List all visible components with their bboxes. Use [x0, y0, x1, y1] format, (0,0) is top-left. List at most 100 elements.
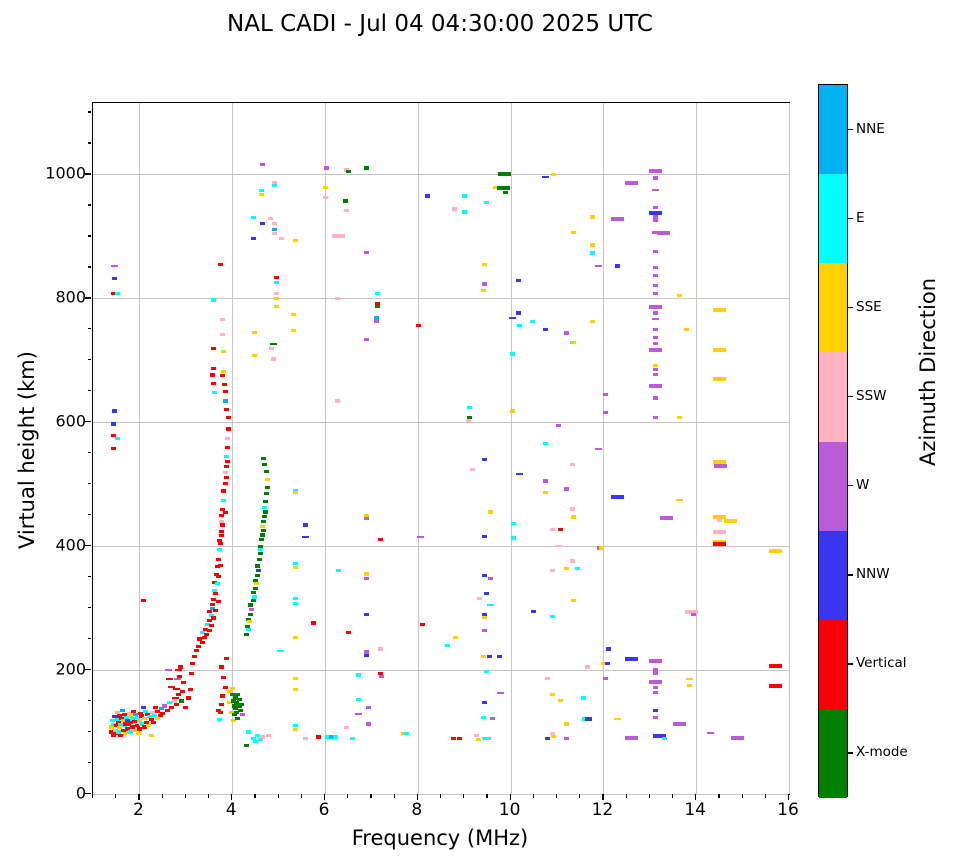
echo-point-V	[143, 720, 149, 724]
echo-point-NNW	[605, 647, 611, 651]
echo-point-E	[116, 730, 122, 734]
echo-point-V	[215, 600, 221, 604]
echo-point-SSW	[272, 222, 278, 226]
gridline-x	[696, 103, 698, 794]
echo-point-V	[191, 654, 197, 658]
echo-point-X	[232, 704, 238, 708]
echo-point-SSE	[364, 514, 370, 518]
y-minor-tick	[87, 638, 91, 640]
y-minor-tick	[87, 204, 91, 206]
echo-point-E	[118, 722, 124, 727]
echo-point-V	[140, 599, 146, 603]
echo-point-V	[172, 696, 180, 699]
echo-point-V	[221, 382, 227, 386]
echo-point-W	[260, 162, 266, 166]
x-major-tick	[138, 794, 140, 800]
echo-point-W	[563, 736, 569, 740]
echo-point-SSE	[613, 718, 621, 720]
echo-point-V	[273, 275, 279, 279]
echo-point-W	[595, 264, 603, 267]
x-axis-label: Frequency (MHz)	[351, 826, 529, 850]
echo-point-E	[139, 722, 145, 726]
echo-point-SSE	[481, 288, 487, 292]
echo-point-E	[250, 216, 256, 220]
x-minor-tick	[672, 794, 674, 798]
echo-point-V	[218, 710, 224, 714]
echo-point-SSW	[344, 209, 350, 213]
echo-point-V	[416, 323, 422, 328]
x-major-tick	[416, 794, 419, 800]
echo-point-SSW	[716, 518, 722, 522]
y-minor-tick	[87, 762, 91, 764]
echo-point-W	[652, 318, 660, 321]
echo-point-NNW	[652, 734, 666, 739]
echo-point-V	[188, 671, 194, 675]
echo-point-V	[118, 733, 124, 737]
y-minor-tick	[87, 359, 91, 361]
gridline-x	[139, 103, 141, 794]
x-minor-tick	[486, 794, 488, 798]
echo-point-V	[196, 644, 202, 649]
echo-point-SSE	[154, 716, 160, 720]
echo-point-SSE	[598, 546, 604, 550]
echo-point-SSE	[558, 698, 564, 702]
echo-point-V	[219, 702, 225, 706]
echo-point-W	[653, 266, 659, 270]
echo-point-SSE	[571, 340, 577, 344]
echo-point-X	[343, 199, 349, 203]
echo-point-NNE	[210, 607, 216, 611]
echo-point-X	[248, 612, 254, 616]
echo-point-W	[603, 676, 609, 680]
echo-point-E	[277, 649, 285, 652]
echo-point-V	[175, 693, 181, 697]
echo-point-X	[257, 544, 263, 548]
echo-point-SSE	[221, 349, 227, 354]
echo-point-NNW	[482, 535, 488, 539]
echo-point-V	[225, 459, 231, 463]
y-major-tick	[85, 545, 91, 547]
echo-point-X	[263, 491, 269, 496]
echo-point-W	[657, 230, 671, 235]
echo-point-SSW	[344, 168, 350, 172]
y-minor-tick	[87, 607, 91, 609]
echo-point-E	[258, 547, 264, 551]
echo-point-W	[603, 411, 609, 415]
echo-point-E	[142, 709, 148, 714]
echo-point-SSW	[378, 647, 384, 651]
y-minor-tick	[87, 328, 91, 330]
echo-point-W	[691, 612, 697, 616]
x-minor-tick	[370, 794, 372, 798]
echo-point-NNW	[364, 653, 370, 657]
echo-point-SSW	[549, 732, 555, 736]
echo-point-V	[222, 511, 228, 515]
colorbar-category-label: X-mode	[856, 744, 908, 761]
echo-point-V	[210, 367, 216, 371]
echo-point-E	[245, 730, 251, 734]
echo-point-NNW	[614, 264, 620, 268]
echo-point-E	[152, 713, 158, 717]
echo-point-SSE	[323, 186, 329, 190]
gridline-x	[789, 103, 790, 794]
x-major-tick	[324, 794, 326, 800]
colorbar-segment-W	[819, 441, 847, 531]
chart-title: NAL CADI - Jul 04 04:30:00 2025 UTC	[227, 11, 653, 37]
echo-point-SSW	[273, 291, 279, 295]
echo-point-W	[649, 658, 663, 663]
echo-point-SSE	[475, 737, 481, 742]
echo-point-V	[153, 705, 159, 709]
x-tick-label: 8	[411, 800, 423, 820]
echo-point-V	[206, 618, 212, 623]
echo-point-E	[259, 188, 265, 192]
colorbar-tick	[848, 752, 853, 754]
echo-point-W	[660, 516, 674, 521]
echo-point-SSE	[116, 726, 122, 730]
echo-point-SSE	[686, 683, 692, 688]
echo-point-W	[672, 721, 686, 726]
echo-point-V	[169, 705, 175, 709]
echo-point-W	[563, 487, 569, 491]
echo-point-W	[365, 706, 371, 710]
echo-point-SSE	[364, 572, 370, 576]
echo-point-W	[653, 335, 659, 339]
x-minor-tick	[92, 794, 94, 798]
echo-point-W	[482, 628, 488, 632]
